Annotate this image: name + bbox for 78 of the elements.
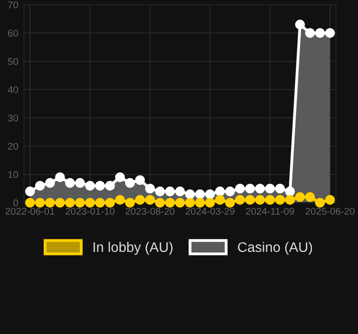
point: [125, 198, 135, 208]
point: [155, 198, 165, 208]
x-tick-label: 2023-01-10: [66, 208, 114, 215]
point: [75, 178, 85, 188]
legend-label: In lobby (AU): [94, 242, 173, 255]
x-tick-label: 2024-03-29: [186, 208, 234, 215]
point: [325, 195, 335, 205]
point: [125, 178, 135, 188]
point: [295, 192, 305, 202]
point: [165, 198, 175, 208]
point: [175, 198, 185, 208]
point: [255, 184, 265, 194]
point: [305, 192, 315, 202]
y-tick-label: 50: [8, 58, 18, 65]
y-tick-label: 10: [8, 171, 18, 178]
x-tick-label: 2024-11-09: [246, 208, 294, 215]
point: [195, 189, 205, 200]
point: [245, 195, 255, 205]
point: [315, 198, 325, 208]
point: [95, 180, 105, 191]
point: [255, 195, 265, 205]
point: [35, 198, 45, 208]
point: [105, 198, 115, 208]
point: [45, 198, 55, 208]
point: [155, 186, 165, 196]
point: [195, 198, 205, 208]
point: [115, 195, 125, 205]
point: [265, 195, 275, 205]
point: [75, 198, 85, 208]
point: [45, 178, 55, 188]
point: [185, 189, 195, 200]
point: [225, 198, 235, 208]
point: [65, 198, 75, 208]
legend-label: Casino (AU): [238, 242, 312, 255]
point: [135, 175, 145, 185]
point: [205, 198, 215, 208]
point: [285, 195, 295, 205]
point: [145, 195, 155, 205]
point: [235, 195, 245, 205]
point: [35, 180, 45, 191]
point: [235, 184, 245, 194]
point: [215, 195, 225, 205]
y-tick-label: 40: [8, 86, 18, 94]
y-tick-label: 30: [8, 114, 18, 122]
point: [205, 189, 215, 200]
point: [25, 198, 35, 208]
point: [85, 198, 95, 208]
y-tick-label: 60: [8, 30, 18, 37]
y-tick-label: 20: [8, 142, 18, 150]
point: [275, 195, 285, 205]
point: [215, 186, 225, 196]
point: [135, 195, 145, 205]
y-tick-label: 70: [8, 1, 18, 8]
x-tick-label: 2022-06-01: [6, 208, 54, 215]
point: [105, 180, 115, 191]
point: [305, 28, 315, 38]
point: [115, 172, 125, 182]
x-tick-label: 2023-08-20: [126, 208, 174, 215]
point: [95, 198, 105, 208]
point: [245, 184, 255, 194]
point: [225, 186, 235, 196]
point: [265, 184, 275, 194]
point: [55, 198, 65, 208]
point: [325, 28, 335, 38]
point: [165, 186, 175, 196]
point: [175, 186, 185, 196]
point: [85, 180, 95, 191]
point: [145, 184, 155, 194]
point: [315, 28, 325, 38]
point: [55, 172, 65, 182]
point: [285, 186, 295, 196]
x-tick-label: 2025-06-20: [306, 208, 354, 215]
y-tick-label: 0: [13, 199, 18, 206]
point: [185, 198, 195, 208]
point: [25, 186, 35, 196]
point: [65, 178, 75, 188]
point: [295, 20, 305, 30]
point: [275, 184, 285, 194]
